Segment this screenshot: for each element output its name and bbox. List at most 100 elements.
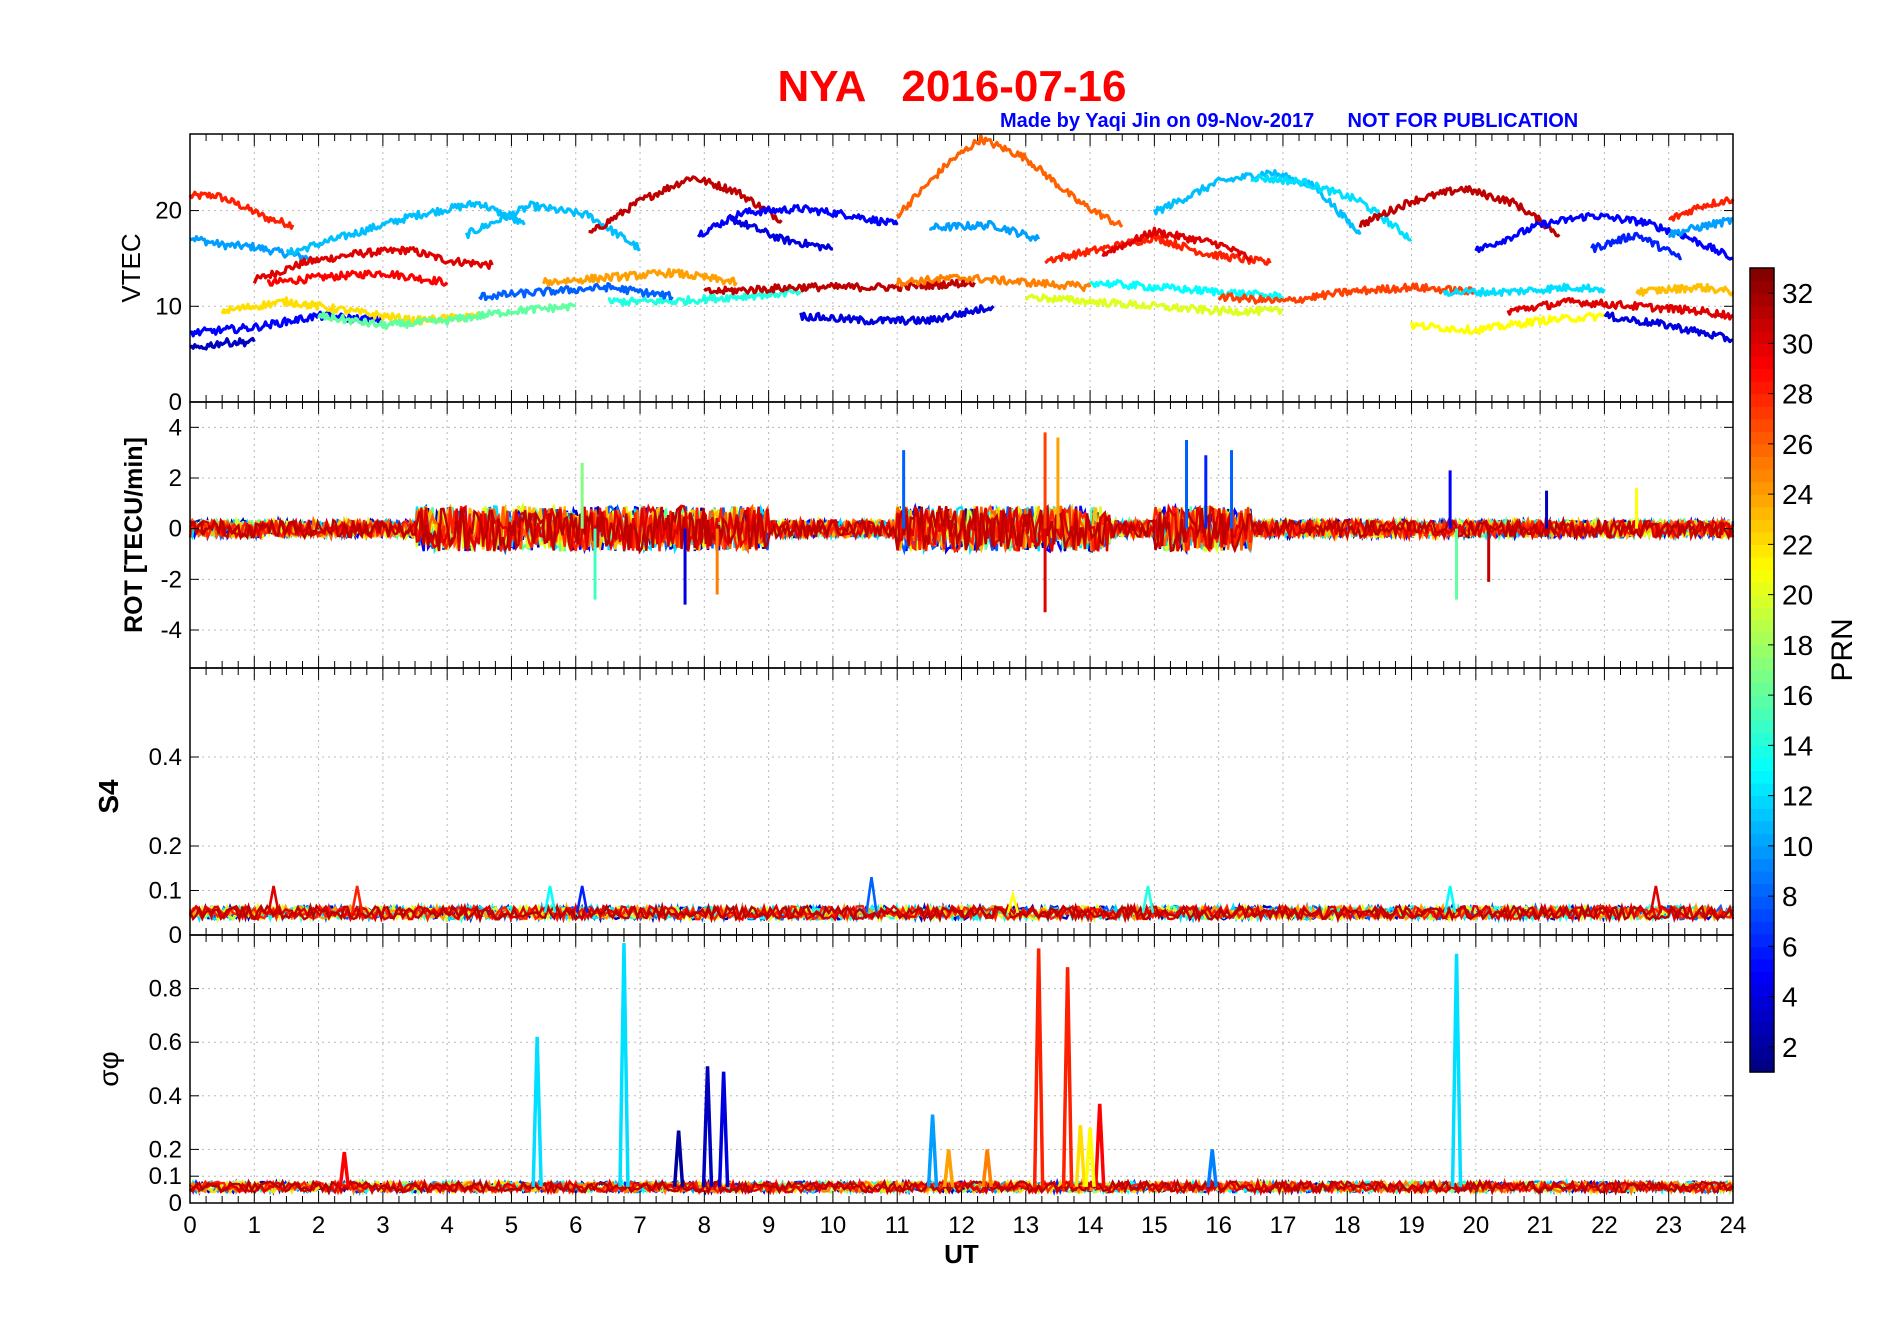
s4-series-line: [189, 902, 1735, 924]
colorbar-cell: [1750, 996, 1774, 1010]
colorbar-cell: [1750, 845, 1774, 860]
x-tick-label: 5: [505, 1212, 518, 1239]
x-tick-label: 14: [1077, 1212, 1104, 1239]
vtec-series-line: [285, 200, 526, 256]
colorbar-cell: [1750, 644, 1774, 659]
colorbar-cell: [1750, 933, 1774, 947]
colorbar-cell: [1750, 1034, 1774, 1048]
y-tick-label: 0.4: [149, 744, 182, 771]
x-axis-label: UT: [944, 1239, 979, 1269]
x-tick-label: 8: [698, 1212, 711, 1239]
colorbar-tick-label: 4: [1782, 982, 1798, 1013]
sigma-y-axis-label: σφ: [93, 1051, 124, 1086]
sigma-spike: [1074, 1125, 1087, 1188]
x-tick-label: 11: [885, 1212, 910, 1239]
vtec-series-line: [1590, 231, 1682, 261]
colorbar-cell: [1750, 820, 1774, 834]
x-tick-label: 9: [762, 1212, 775, 1239]
x-tick-label: 18: [1334, 1212, 1361, 1239]
colorbar-cell: [1750, 632, 1774, 646]
colorbar-cell: [1750, 1009, 1774, 1023]
vtec-series-line: [542, 267, 738, 287]
s4-panel: 0 0.1 0.2 0.4 S4: [93, 667, 1735, 949]
colorbar-cell: [1750, 418, 1774, 432]
colorbar-tick-label: 2: [1782, 1032, 1798, 1063]
s4-spike: [1141, 885, 1155, 913]
colorbar-cell: [1750, 1021, 1774, 1035]
vtec-series-line: [1217, 282, 1477, 305]
y-tick-label: 20: [155, 198, 182, 225]
vtec-series-line: [1358, 185, 1561, 238]
colorbar-cell: [1750, 745, 1774, 759]
vtec-series-line: [696, 204, 899, 238]
y-tick-label: 0.1: [149, 878, 182, 905]
sigma-spike: [926, 1114, 939, 1188]
sigma-series-line: [189, 1177, 1734, 1197]
colorbar-cell: [1750, 871, 1774, 885]
sigma-series-line: [189, 1178, 1734, 1196]
x-tick-label: 3: [376, 1212, 389, 1239]
colorbar-cell: [1750, 368, 1774, 382]
colorbar-label: PRN: [1826, 618, 1859, 681]
vtec-series-line: [1474, 212, 1734, 261]
colorbar-cell: [1750, 381, 1774, 395]
chart-title: NYA 2016-07-16: [777, 62, 1127, 111]
rot-series-line: [188, 505, 1734, 555]
colorbar-cell: [1750, 795, 1774, 809]
vtec-series-line: [1409, 311, 1606, 336]
sigma-spike: [981, 1149, 993, 1188]
colorbar-tick-label: 30: [1782, 328, 1813, 359]
y-tick-label: -4: [161, 617, 182, 644]
s4-spike: [1443, 885, 1457, 913]
x-tick-label: 15: [1141, 1212, 1168, 1239]
y-tick-label: 0.4: [149, 1083, 182, 1110]
colorbar-cell: [1750, 305, 1774, 319]
colorbar-cell: [1750, 896, 1774, 910]
colorbar-cell: [1750, 732, 1774, 746]
colorbar-tick-label: 28: [1782, 379, 1813, 410]
colorbar-cell: [1750, 757, 1774, 772]
sigma-spike: [1450, 953, 1463, 1187]
colorbar-tick-label: 6: [1782, 931, 1798, 962]
colorbar-cell: [1750, 594, 1774, 608]
sigma-spike: [1061, 967, 1074, 1187]
vtec-panel: 0 10 20 VTEC: [116, 133, 1735, 416]
y-tick-label: 0.2: [149, 1136, 182, 1163]
sigma-spike: [1032, 948, 1045, 1187]
vtec-series-line: [1250, 173, 1413, 242]
colorbar-tick-label: 20: [1782, 580, 1813, 611]
vtec-y-axis-label: VTEC: [116, 233, 146, 302]
colorbar-cell: [1750, 330, 1774, 344]
y-tick-label: 4: [169, 414, 182, 441]
colorbar-cell: [1750, 318, 1774, 332]
colorbar-tick-label: 26: [1782, 429, 1813, 460]
colorbar-cell: [1750, 607, 1774, 621]
vtec-series-line: [1089, 279, 1285, 302]
sigma-spike: [531, 1036, 543, 1187]
colorbar-cell: [1750, 720, 1774, 734]
rot-panel: -4 -2 0 2 4 ROT [TECU/min]: [120, 401, 1735, 669]
vtec-series-line: [478, 282, 674, 302]
colorbar-cell: [1750, 883, 1774, 897]
vtec-series-line: [1506, 296, 1734, 321]
colorbar-cell: [1750, 670, 1774, 684]
colorbar-cell: [1750, 406, 1774, 420]
x-tick-label: 13: [1012, 1212, 1039, 1239]
colorbar-tick-label: 24: [1782, 479, 1813, 510]
x-tick-label: 22: [1591, 1212, 1618, 1239]
colorbar-cell: [1750, 456, 1774, 470]
colorbar-cell: [1750, 1059, 1774, 1073]
vtec-series-line: [895, 273, 1092, 293]
vtec-series-line: [1635, 282, 1735, 297]
colorbar-cell: [1750, 657, 1774, 671]
y-tick-label: 10: [155, 293, 182, 320]
x-tick-label: 24: [1720, 1212, 1747, 1239]
colorbar-cell: [1750, 770, 1774, 784]
colorbar-cell: [1750, 268, 1774, 282]
colorbar-border: [1749, 267, 1775, 1073]
s4-spike: [865, 876, 878, 913]
vtec-series-line: [588, 175, 783, 234]
y-tick-label: 2: [169, 465, 182, 492]
sigma_phi-panel: 00.10.20.40.60.80 1 2 3 4 5 6 7 8 9 10 11 12 13 14 15 16…: [93, 934, 1747, 1269]
y-tick-label: 0: [169, 516, 182, 543]
